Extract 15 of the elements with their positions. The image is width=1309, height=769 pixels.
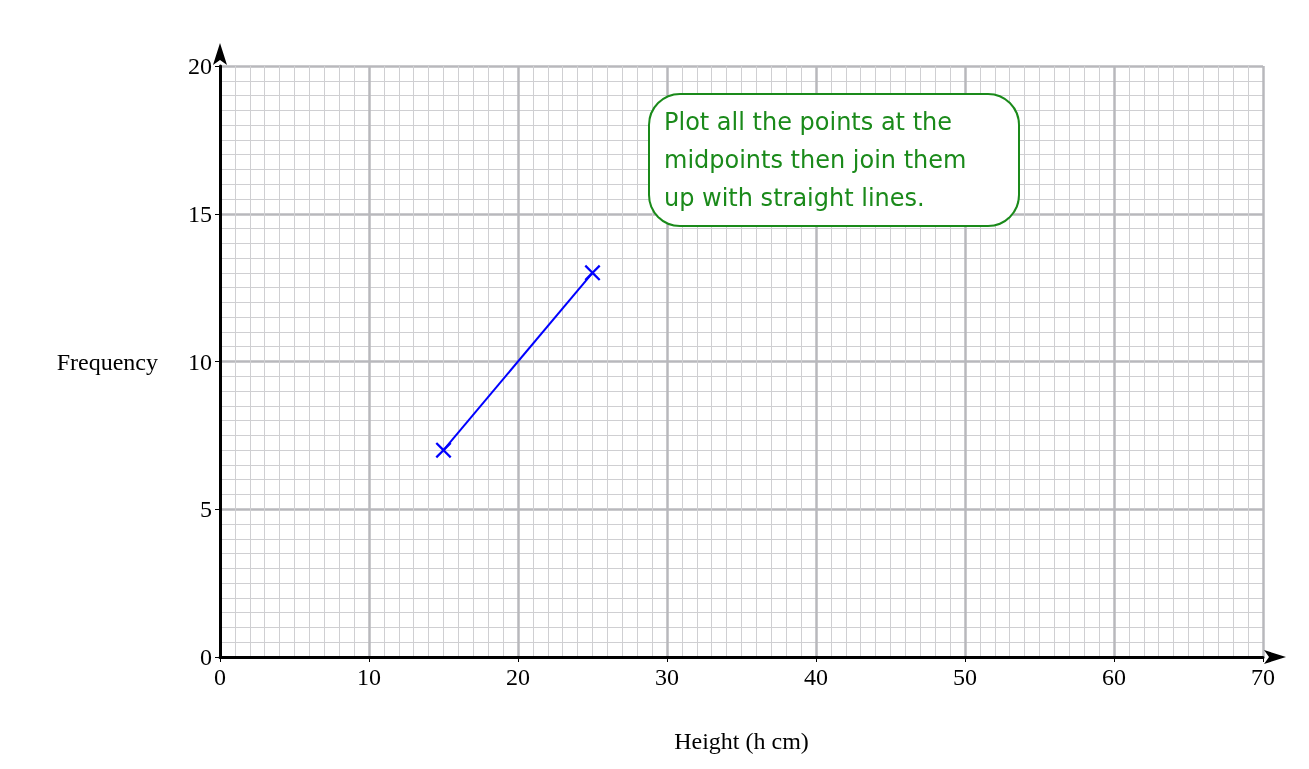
x-tick-label: 40 <box>804 664 828 690</box>
x-tick-label: 20 <box>506 664 530 690</box>
y-tick-label: 0 <box>200 644 212 670</box>
y-tick-label: 20 <box>188 53 212 79</box>
x-tick-label: 10 <box>357 664 381 690</box>
annotation: Plot all the points at the midpoints then join them up with straight lines. <box>664 108 975 212</box>
x-tick-label: 30 <box>655 664 679 690</box>
y-axis-title: Frequency <box>56 348 158 375</box>
y-tick-label: 15 <box>188 200 212 227</box>
y-tick-label: 5 <box>200 496 212 523</box>
x-tick-label: 60 <box>1102 664 1126 690</box>
x-tick-label: 50 <box>953 664 977 690</box>
x-tick-label: 70 <box>1251 664 1275 690</box>
x-axis-title: Height (h cm) <box>674 728 809 754</box>
y-tick-label: 10 <box>188 348 212 375</box>
